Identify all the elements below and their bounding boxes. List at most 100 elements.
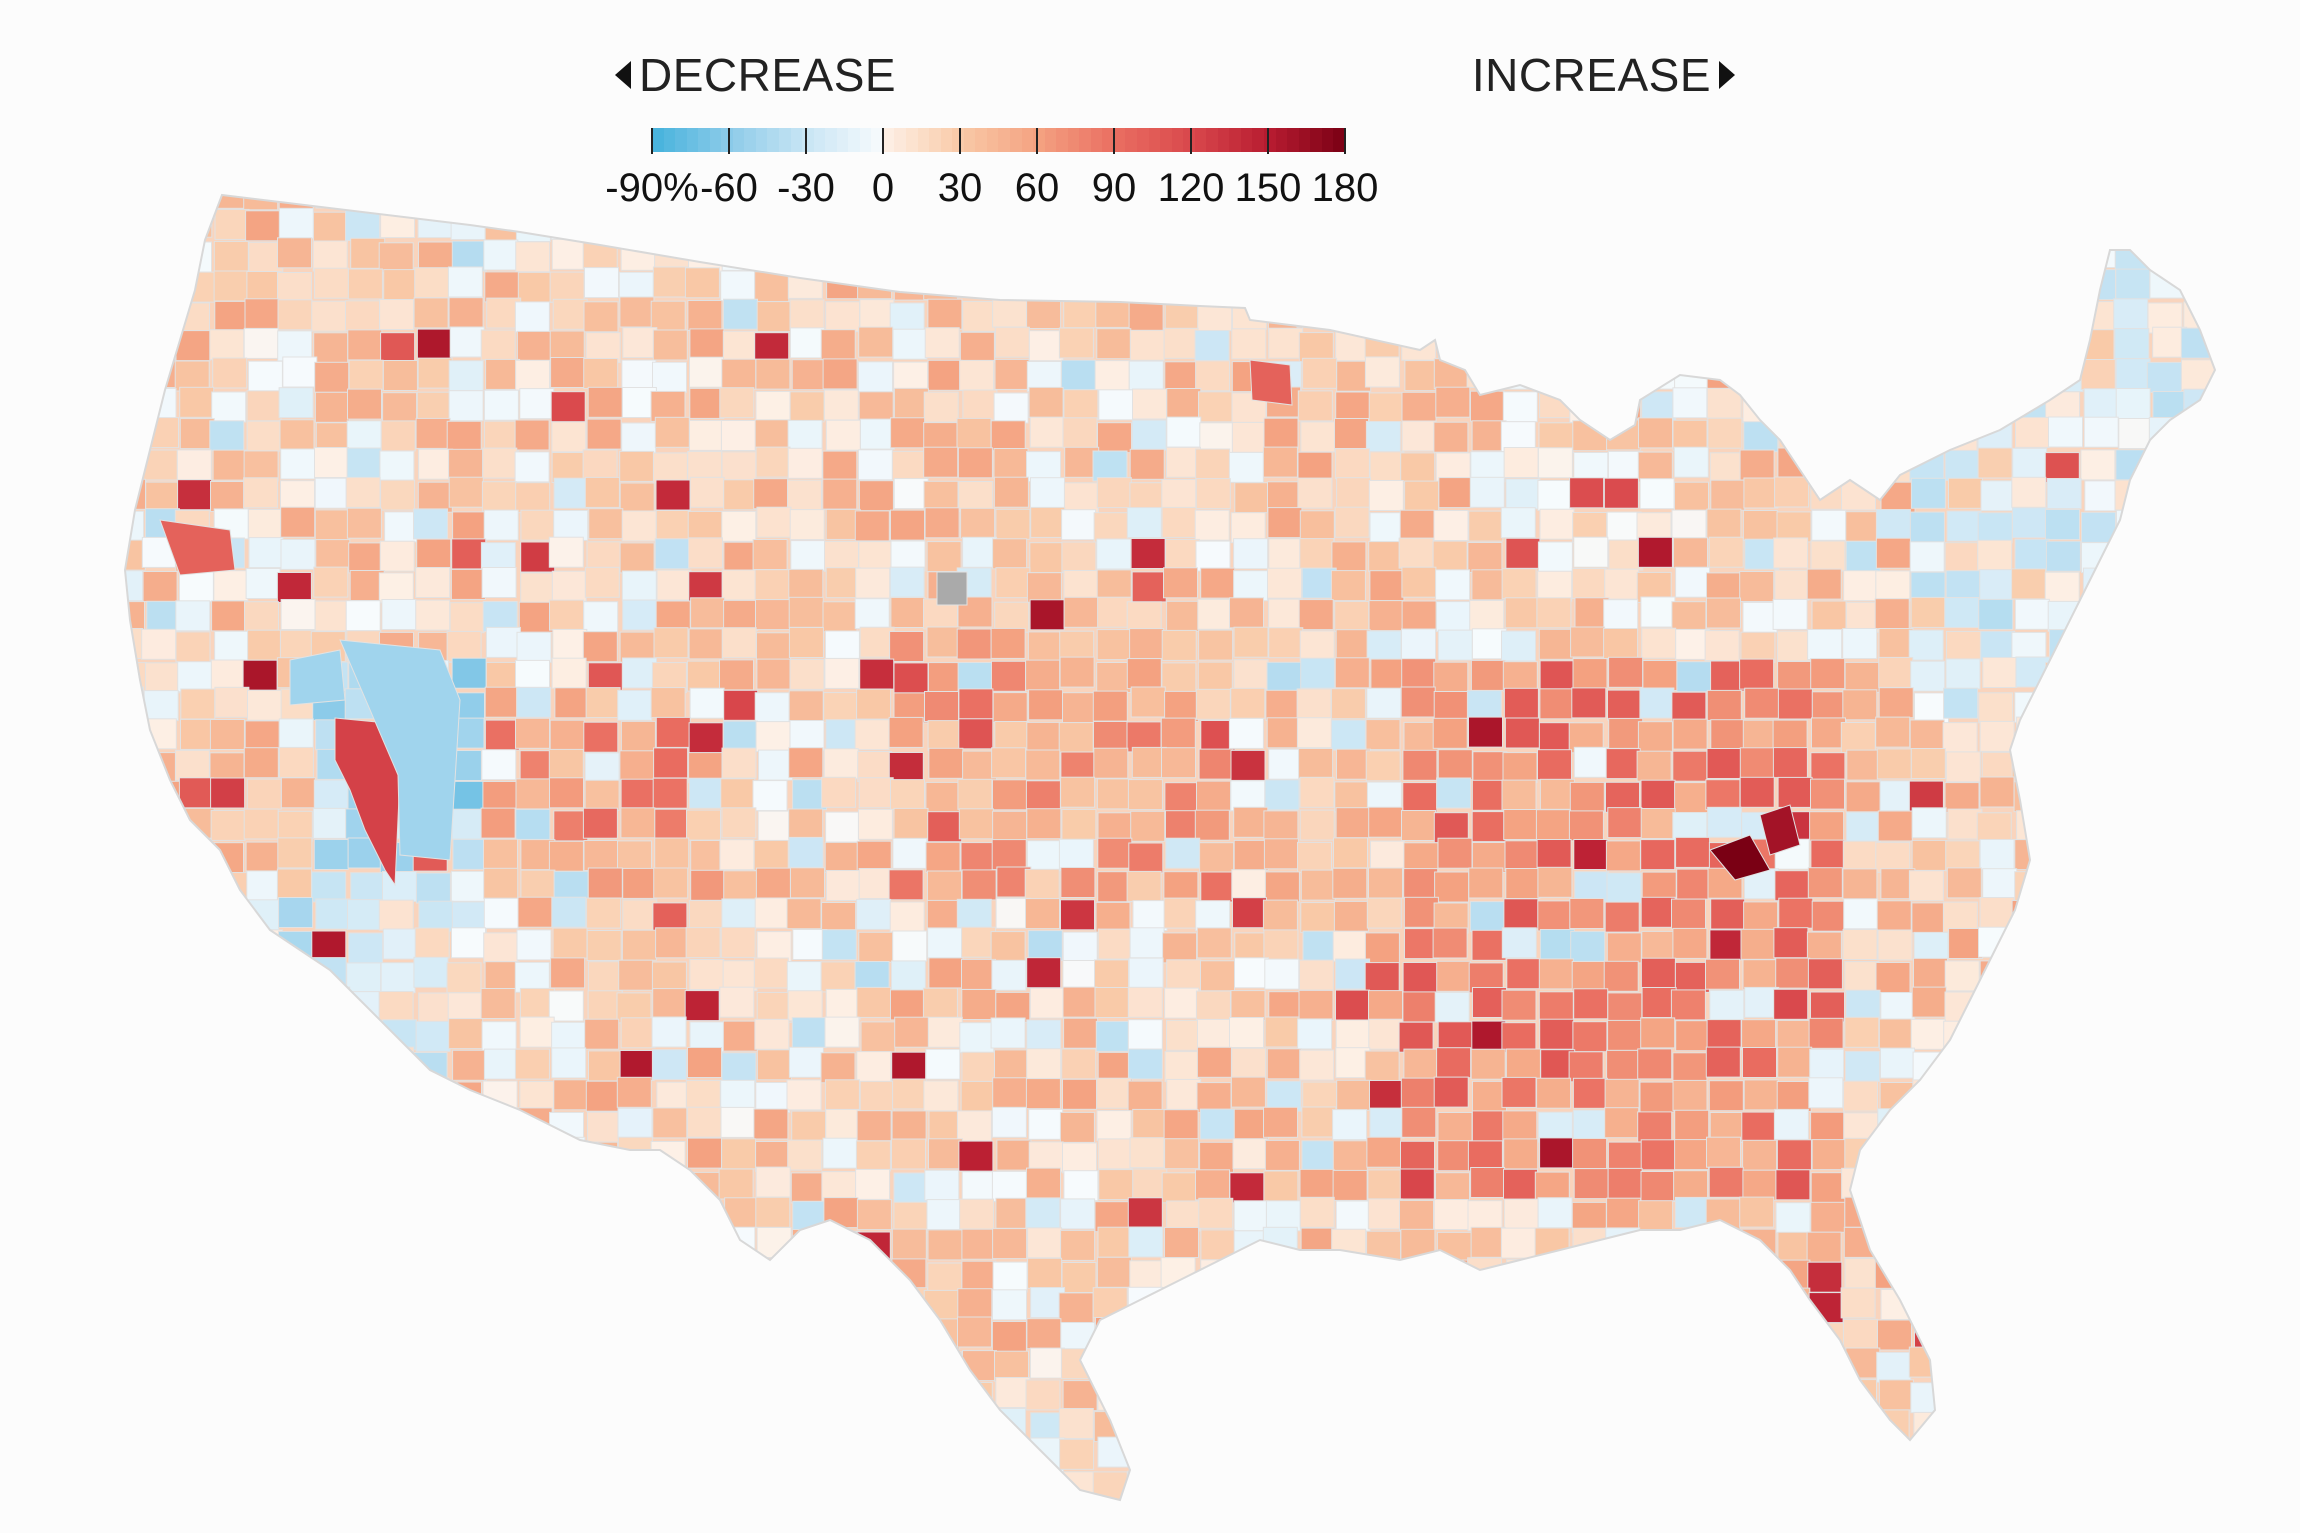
county-cell <box>960 507 996 539</box>
county-cell <box>1335 391 1371 423</box>
county-cell <box>2148 446 2184 478</box>
county-cell <box>1910 1466 1946 1498</box>
county-cell <box>990 1441 1026 1473</box>
county-cell <box>175 302 210 334</box>
county-cell <box>1061 808 1097 840</box>
county-cell <box>622 1467 658 1499</box>
county-cell <box>1806 1471 1842 1500</box>
county-cell <box>586 1441 622 1473</box>
legend-tick-label: -30 <box>777 166 835 210</box>
county-cell <box>1438 296 1474 328</box>
county-cell <box>992 692 1028 724</box>
county-cell <box>348 1170 384 1201</box>
county-cell <box>1302 238 1338 270</box>
county-cell <box>2112 812 2148 844</box>
county-cell <box>1126 601 1162 633</box>
county-cell <box>2011 1256 2047 1288</box>
county-cell <box>858 1409 894 1440</box>
county-cell <box>1676 301 1712 333</box>
county-cell <box>1161 478 1197 510</box>
county-cell <box>1061 509 1097 541</box>
county-cell <box>1773 988 1809 1020</box>
legend-color-segment <box>744 128 756 152</box>
county-cell <box>2147 1202 2183 1234</box>
county-cell <box>278 1289 314 1321</box>
county-cell <box>889 302 925 334</box>
county-cell <box>1096 662 1132 693</box>
county-cell <box>2012 240 2048 272</box>
county-cell <box>2148 687 2184 719</box>
county-cell <box>1811 1441 1847 1473</box>
county-cell <box>1027 1227 1063 1259</box>
legend-color-segment <box>1171 128 1184 152</box>
county-cell <box>1570 930 1606 962</box>
county-cell <box>1166 600 1202 632</box>
county-cell <box>517 1136 553 1168</box>
county-cell <box>2081 301 2116 333</box>
county-cell <box>2083 807 2119 839</box>
county-cell <box>619 1408 655 1440</box>
county-cell <box>1911 420 1947 452</box>
county-cell <box>891 1051 927 1083</box>
legend-color-segment <box>1044 128 1057 152</box>
county-cell <box>617 1497 653 1500</box>
county-cell <box>2016 716 2052 748</box>
county-cell <box>2217 1078 2251 1108</box>
county-cell <box>2148 1437 2184 1469</box>
county-cell <box>585 1503 619 1533</box>
legend-color-segment <box>1033 128 1045 152</box>
county-cell <box>1128 360 1164 392</box>
county-cell <box>383 1197 419 1229</box>
county-cell <box>1811 717 1846 749</box>
county-cell <box>1844 1408 1880 1440</box>
county-cell <box>1946 1407 1981 1439</box>
county-cell <box>2146 361 2182 393</box>
county-cell <box>1401 628 1436 660</box>
county-cell <box>584 1167 620 1199</box>
county-cell <box>1468 716 1503 748</box>
county-cell <box>1914 1166 1950 1198</box>
county-cell <box>1501 568 1537 600</box>
county-cell <box>2184 541 2215 573</box>
county-cell <box>483 897 519 929</box>
county-cell <box>2046 1468 2081 1500</box>
legend-tick-label: -90% <box>605 166 699 210</box>
legend-tick <box>959 128 961 154</box>
county-cell <box>141 1167 177 1199</box>
county-cell <box>1979 776 2015 808</box>
county-cell <box>380 479 416 511</box>
county-cell <box>552 1169 587 1201</box>
county-cell <box>141 297 177 329</box>
legend-color-segment <box>1310 128 1322 152</box>
county-cell <box>1500 1227 1536 1259</box>
county-cell <box>1773 1410 1809 1442</box>
county-cell <box>1164 1227 1199 1258</box>
county-cell <box>347 195 383 214</box>
county-cell <box>314 1410 349 1442</box>
county-cell <box>2080 721 2116 753</box>
county-cell <box>1195 360 1231 392</box>
county-cell <box>2116 1199 2152 1231</box>
county-cell <box>724 1197 760 1229</box>
county-cell <box>1400 1320 1436 1352</box>
county-cell <box>2014 212 2050 244</box>
county-cell <box>1165 1501 1199 1531</box>
county-cell <box>1776 511 1812 543</box>
county-cell <box>621 1349 657 1381</box>
county-cell <box>1538 628 1574 660</box>
county-cell <box>1030 506 1066 538</box>
county-cell <box>278 1438 314 1469</box>
county-cell <box>1369 1080 1404 1111</box>
county-cell <box>1573 1168 1609 1200</box>
county-cell <box>2217 988 2251 1018</box>
county-cell <box>1233 538 1269 570</box>
county-cell <box>1739 1468 1775 1500</box>
county-cell <box>180 987 216 1019</box>
county-cell <box>280 480 315 512</box>
county-cell <box>1501 927 1537 959</box>
legend-color-segment <box>1275 128 1288 152</box>
county-cell <box>483 932 519 964</box>
county-cell <box>1540 1286 1576 1318</box>
county-cell <box>209 897 245 929</box>
county-cell <box>1840 1287 1876 1319</box>
